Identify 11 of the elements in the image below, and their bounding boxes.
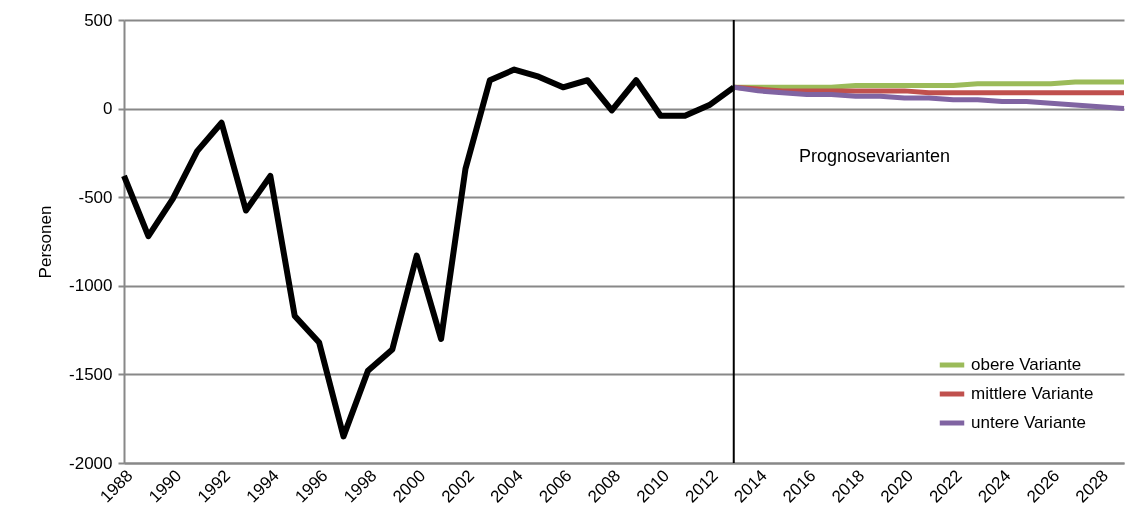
y-tick-label: 500 [84,10,113,30]
legend-label: obere Variante [971,355,1082,374]
y-axis-title: Personen [36,205,56,279]
legend-label: untere Variante [971,413,1086,432]
annotation: Prognosevarianten [799,146,951,166]
y-tick-label: -2000 [69,453,113,473]
y-tick-label: -1000 [69,276,113,296]
legend-label: mittlere Variante [971,384,1094,403]
y-tick-label: -1500 [69,364,113,384]
y-tick-label: 0 [103,99,113,119]
y-tick-label: -500 [78,187,113,207]
